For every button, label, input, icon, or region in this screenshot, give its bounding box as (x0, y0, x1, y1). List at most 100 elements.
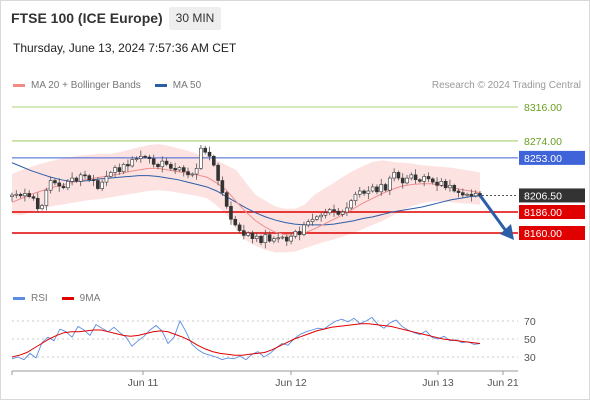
candle-body (156, 164, 160, 168)
candle-body (194, 168, 199, 175)
candle-body (345, 207, 349, 213)
candle-body (207, 151, 212, 157)
price-level-label: 8160.00 (524, 228, 562, 240)
candle-body (319, 214, 323, 218)
candle-body (280, 236, 285, 239)
candle-body (388, 177, 392, 191)
candle-body (199, 147, 203, 169)
candle-body (276, 237, 281, 240)
candle-body (327, 209, 332, 214)
candle-body (233, 218, 238, 226)
candle-body (297, 231, 302, 235)
rsi-9ma-swatch (61, 297, 74, 300)
candle-body (83, 174, 87, 177)
rsi-9ma-legend-label: 9MA (79, 293, 101, 304)
rsi-swatch (13, 297, 25, 300)
time-axis-label: Jun 12 (275, 377, 307, 389)
candle-body (284, 236, 289, 242)
candle-body (78, 174, 83, 182)
forecast-arrow-head (500, 224, 514, 240)
candle-body (186, 171, 190, 176)
time-axis-label: Jun 11 (128, 377, 159, 389)
price-level-label: 8186.00 (524, 207, 562, 219)
candle-body (405, 177, 409, 184)
candle-body (448, 185, 452, 189)
candle-body (57, 182, 62, 187)
candle-body (435, 181, 439, 186)
candle-body (53, 180, 57, 184)
candle-body (190, 173, 195, 176)
candle-body (23, 193, 27, 197)
candle-body (27, 193, 31, 197)
candle-body (151, 158, 156, 165)
candle-body (259, 235, 263, 243)
time-axis-label: Jun 21 (487, 377, 519, 389)
candle-body (173, 168, 177, 171)
candle-body (130, 159, 135, 167)
rsi-tick-label: 70 (524, 316, 536, 328)
candle-body (100, 181, 104, 189)
candle-body (35, 197, 40, 210)
candle-body (229, 206, 233, 220)
timestamp: Thursday, June 13, 2024 7:57:36 AM CET (13, 41, 237, 55)
bollinger-band (12, 144, 480, 253)
price-level-label: 8316.00 (524, 102, 562, 114)
candle-body (310, 218, 315, 222)
candle-body (40, 205, 44, 210)
candle-body (362, 190, 366, 194)
candle-body (70, 177, 74, 182)
candle-body (323, 212, 328, 216)
time-axis-label: Jun 13 (422, 377, 454, 389)
candle-body (96, 180, 100, 189)
candle-body (254, 235, 259, 239)
candle-body (61, 185, 66, 189)
candle-body (237, 224, 242, 231)
candle-body (465, 193, 469, 196)
candle-body (461, 192, 465, 196)
candle-body (426, 176, 431, 180)
candle-body (203, 147, 208, 153)
candle-body (139, 155, 143, 159)
candle-body (456, 190, 461, 193)
candle-body (181, 167, 186, 172)
candle-body (439, 181, 444, 186)
candle-body (413, 174, 418, 180)
candle-body (121, 164, 126, 172)
candle-body (147, 156, 152, 159)
ma50-swatch (154, 84, 167, 87)
candle-body (113, 167, 117, 173)
price-level-badge (519, 205, 585, 219)
candle-body (246, 232, 250, 236)
candle-body (160, 160, 165, 168)
candle-body (44, 189, 49, 206)
candle-body (383, 184, 388, 191)
candle-body (340, 211, 345, 215)
candle-body (443, 181, 448, 189)
candle-body (211, 155, 216, 166)
candle-body (349, 200, 353, 209)
candle-body (336, 210, 341, 215)
candle-body (177, 167, 182, 171)
candle-body (289, 235, 293, 242)
candle-body (66, 181, 70, 189)
rsi-line (11, 316, 481, 361)
price-level-label: 8253.00 (524, 153, 562, 165)
candle-body (302, 224, 306, 235)
candle-body (396, 172, 401, 179)
candle-body (392, 172, 396, 179)
candle-body (422, 176, 426, 182)
candle-body (272, 238, 276, 242)
rsi-9ma-line (11, 323, 481, 358)
candle-body (375, 186, 379, 193)
candle-body (18, 193, 23, 197)
forecast-arrow-shaft (478, 194, 508, 232)
candle-body (409, 174, 414, 179)
price-level-label: 8274.00 (524, 136, 562, 148)
timeframe-button[interactable]: 30 MIN (169, 7, 221, 30)
candle-body (400, 177, 405, 184)
candle-body (293, 231, 298, 237)
candle-body (332, 209, 336, 212)
candle-body (473, 193, 478, 197)
candle-body (263, 234, 268, 243)
